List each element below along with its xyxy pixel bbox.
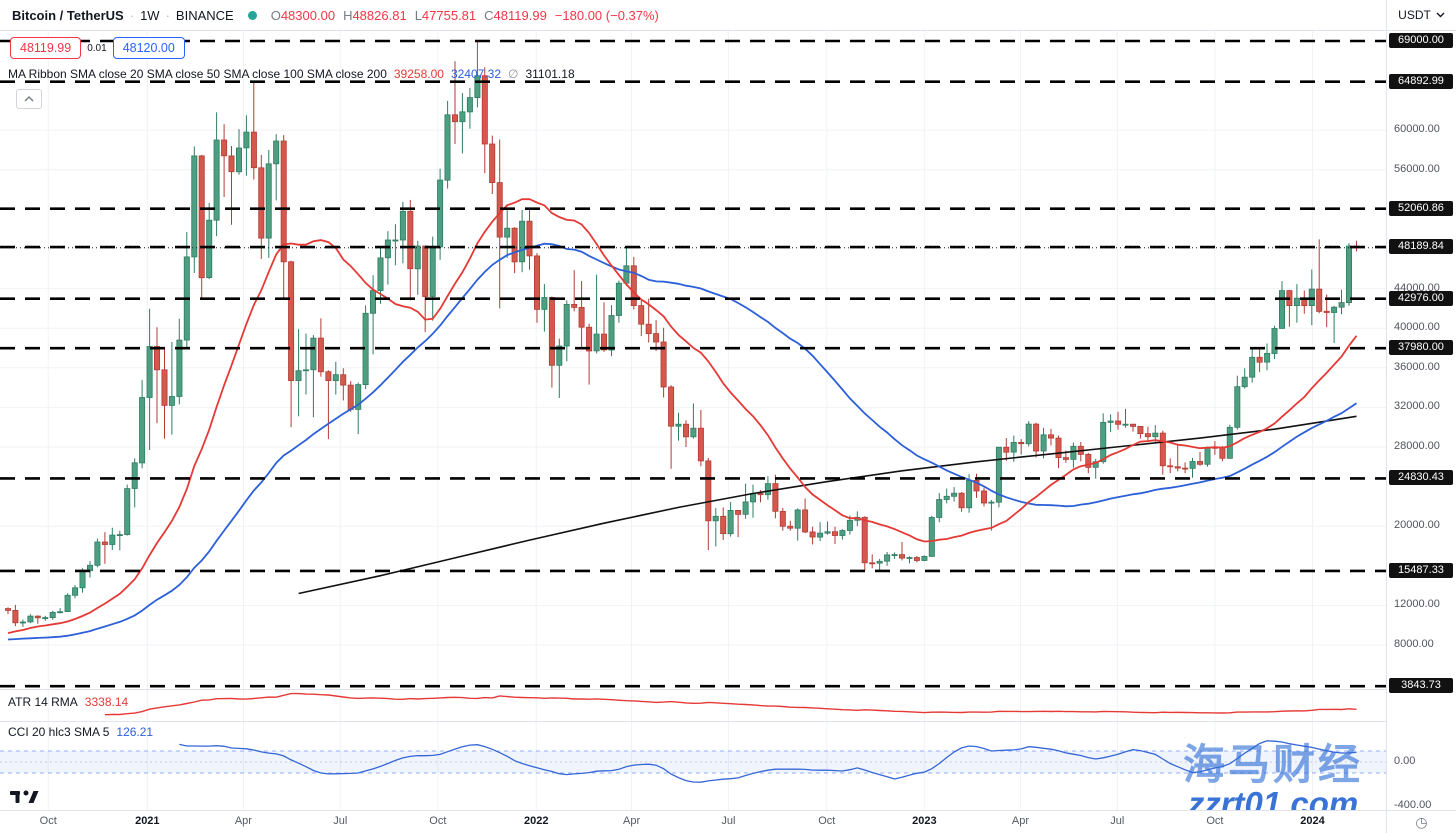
chevron-up-icon	[24, 96, 34, 102]
price-tick: 12000.00	[1394, 598, 1440, 611]
price-tick: 40000.00	[1394, 321, 1440, 334]
price-line-label: 3843.73	[1389, 678, 1453, 694]
ma-ribbon-sma100-value: ∅	[508, 67, 519, 81]
buy-button[interactable]: 48120.00	[112, 37, 185, 59]
cci-legend[interactable]: CCI 20 hlc3 SMA 5 126.21	[8, 725, 153, 739]
price-line-label: 37980.00	[1389, 340, 1453, 356]
cci-tick: -400.00	[1394, 799, 1432, 811]
price-tick: 20000.00	[1394, 519, 1440, 532]
price-line-label: 48189.84	[1389, 239, 1453, 255]
close-value: 48119.99	[493, 7, 547, 23]
market-status-icon	[247, 10, 257, 20]
open-value: 48300.00	[280, 7, 336, 23]
spread-value: 0.01	[81, 42, 113, 54]
currency-label: USDT	[1398, 8, 1431, 22]
sell-button[interactable]: 48119.99	[10, 37, 82, 59]
price-line-label: 42976.00	[1389, 290, 1453, 306]
time-label: Oct	[818, 815, 836, 827]
low-label: L	[414, 7, 422, 23]
open-label: O	[270, 7, 281, 23]
time-label: Apr	[1011, 815, 1030, 827]
ma-ribbon-sma20-value: 39258.00	[393, 67, 444, 81]
time-label: 2023	[912, 815, 937, 827]
time-label: Apr	[623, 815, 641, 827]
price-tick: 56000.00	[1394, 162, 1440, 175]
pane-collapse-button[interactable]	[16, 89, 42, 109]
price-tick: 32000.00	[1394, 400, 1440, 413]
time-axis[interactable]: Oct 2021 Apr Jul Oct 2022 Apr Jul Oct 2023 Apr Jul O…	[0, 810, 1386, 833]
cci-title: CCI 20 hlc3 SMA 5	[8, 725, 110, 739]
low-value: 47755.81	[421, 7, 477, 23]
interval-selector[interactable]: 1W	[140, 7, 160, 23]
exchange-label[interactable]: BINANCE	[175, 7, 234, 23]
ma-ribbon-sma200-value: 31101.18	[525, 67, 575, 81]
price-line-label: 52060.86	[1389, 200, 1453, 216]
separator: ·	[165, 7, 170, 23]
price-line-label: 69000.00	[1389, 33, 1453, 49]
axis-corner: ◷	[1386, 810, 1456, 833]
price-line-label: 24830.43	[1389, 470, 1453, 486]
chart-header: Bitcoin / TetherUS · 1W · BINANCE O 48300…	[0, 0, 1386, 31]
atr-legend[interactable]: ATR 14 RMA 3338.14	[8, 695, 128, 709]
trade-panel: 48119.99 0.01 48120.00	[10, 37, 185, 59]
time-label: 2021	[135, 815, 160, 827]
clock-icon[interactable]: ◷	[1415, 813, 1428, 830]
ohlc-readout: O 48300.00 H 48826.81 L 47755.81 C 48119.99 …	[271, 8, 659, 23]
chevron-down-icon	[1436, 12, 1445, 18]
atr-value: 3338.14	[84, 695, 129, 709]
tradingview-logo[interactable]	[10, 786, 40, 809]
close-label: C	[484, 7, 494, 23]
price-tick: 44000.00	[1394, 281, 1440, 294]
ma-ribbon-title: MA Ribbon SMA close 20 SMA close 50 SMA …	[8, 67, 387, 81]
change-value: −180.00 (−0.37%)	[554, 7, 659, 23]
ma-ribbon-legend[interactable]: MA Ribbon SMA close 20 SMA close 50 SMA …	[8, 67, 575, 81]
price-tick: 60000.00	[1394, 123, 1440, 136]
price-line-label: 64892.99	[1389, 73, 1453, 89]
time-label: 2024	[1300, 815, 1325, 827]
price-tick: 36000.00	[1394, 360, 1440, 373]
cci-tick: 0.00	[1394, 755, 1416, 767]
atr-title: ATR 14 RMA	[8, 695, 78, 709]
price-tick: 8000.00	[1394, 638, 1434, 651]
time-label: Oct	[429, 815, 447, 827]
cci-value: 126.21	[116, 725, 154, 739]
time-label: Jul	[721, 815, 736, 827]
time-label: Oct	[39, 815, 57, 827]
time-label: Oct	[1206, 815, 1224, 827]
symbol-title[interactable]: Bitcoin / TetherUS	[12, 7, 124, 23]
ma-ribbon-sma50-value: 32407.32	[450, 67, 501, 81]
high-label: H	[343, 7, 353, 23]
price-tick: 28000.00	[1394, 439, 1440, 452]
high-value: 48826.81	[352, 7, 407, 23]
currency-dropdown[interactable]: USDT	[1387, 0, 1456, 31]
time-label: Jul	[1110, 815, 1125, 827]
separator: ·	[129, 7, 135, 23]
price-line-label: 15487.33	[1389, 562, 1453, 578]
time-label: Jul	[333, 815, 348, 827]
tradingview-logo-icon	[10, 790, 39, 803]
time-label: 2022	[523, 815, 549, 827]
price-axis[interactable]: USDT 60000.00 56000.00 44000.00 40000.00 360…	[1386, 0, 1456, 833]
time-label: Apr	[234, 815, 252, 827]
